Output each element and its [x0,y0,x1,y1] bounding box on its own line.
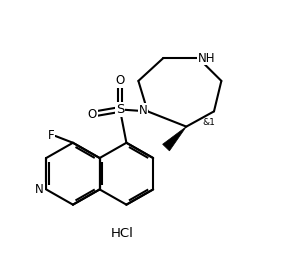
Polygon shape [163,127,186,151]
Text: O: O [115,75,125,88]
Text: &1: &1 [202,118,215,127]
Text: HCl: HCl [110,227,133,240]
Text: N: N [138,104,147,117]
Text: F: F [48,129,55,142]
Text: NH: NH [197,52,215,65]
Text: S: S [116,103,124,116]
Text: O: O [88,108,97,121]
Text: N: N [35,183,44,196]
